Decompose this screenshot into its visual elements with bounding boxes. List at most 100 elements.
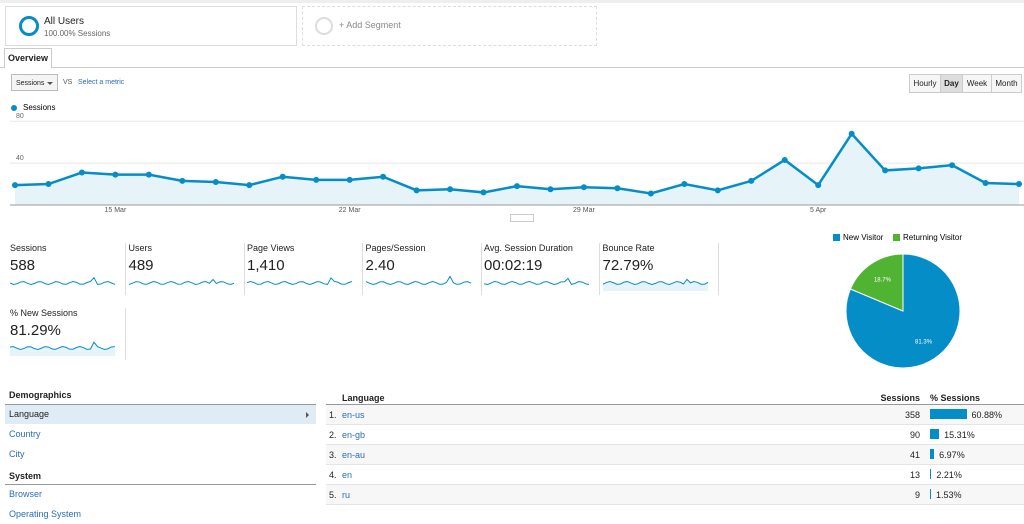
segment-icon	[315, 17, 333, 35]
pie-slice	[849, 253, 904, 312]
nav-item[interactable]: Country	[9, 429, 41, 439]
point	[681, 181, 688, 188]
metric-value: 81.29%	[10, 322, 61, 339]
point	[714, 187, 721, 194]
language[interactable]: en	[342, 470, 353, 480]
point	[647, 190, 654, 197]
legend-swatch	[893, 234, 900, 241]
period-button[interactable]: Hourly	[909, 74, 941, 93]
nav-item[interactable]: Browser	[9, 489, 43, 499]
metric-label: Users	[128, 243, 153, 253]
metric-label: Sessions	[16, 80, 45, 87]
point	[413, 187, 420, 194]
point	[781, 156, 788, 163]
sparkline-line	[247, 277, 353, 286]
sparkline	[10, 341, 116, 356]
y-tick-label: 40	[16, 155, 24, 162]
period-button[interactable]: Day	[940, 74, 963, 93]
area	[15, 133, 1019, 205]
point	[45, 181, 52, 188]
point	[949, 162, 956, 169]
nav-item[interactable]: Language	[5, 405, 316, 424]
sparkline	[247, 277, 353, 286]
metric-label: Avg. Session Duration	[484, 243, 573, 253]
metric-value: 00:02:19	[484, 257, 543, 274]
row-number: 5.	[329, 490, 337, 500]
sessions: 358	[904, 410, 920, 420]
metric-tile: Avg. Session Duration 00:02:19	[482, 243, 600, 295]
segment-card[interactable]: All Users 100.00% Sessions	[5, 6, 297, 46]
metric-label: % New Sessions	[10, 308, 78, 318]
language[interactable]: en-gb	[342, 430, 366, 440]
y-tick-label: 80	[16, 113, 24, 120]
metric-value: 2.40	[365, 257, 395, 274]
row-number: 3.	[329, 450, 337, 460]
period-button[interactable]: Week	[962, 74, 992, 93]
point	[313, 176, 320, 183]
column-header: % Sessions	[930, 393, 981, 403]
table-row: 1. en-us 358 60.88%	[326, 405, 1024, 425]
metric-value: 588	[10, 257, 36, 274]
point	[447, 186, 454, 193]
percent: 1.53%	[936, 490, 962, 500]
point	[279, 173, 286, 180]
sessions: 41	[909, 450, 920, 460]
x-tick-label: 29 Mar	[573, 207, 595, 214]
point	[614, 185, 621, 192]
sparkline-line	[10, 276, 116, 286]
chart-handle[interactable]	[510, 214, 534, 222]
tab[interactable]: Overview	[4, 48, 52, 68]
sparkline-line	[484, 277, 590, 286]
legend-label: Returning Visitor	[903, 233, 962, 242]
point	[1016, 181, 1022, 188]
sessions: 9	[914, 490, 920, 500]
language[interactable]: en-au	[342, 450, 366, 460]
sessions: 90	[909, 430, 920, 440]
legend-label: New Visitor	[843, 233, 884, 242]
section-title: Demographics	[5, 390, 316, 405]
slice-label: 81.3%	[915, 339, 933, 345]
period-buttons: Hourly Day Week Month	[909, 74, 1022, 93]
period-button[interactable]: Month	[991, 74, 1022, 93]
sparkline	[10, 276, 116, 286]
legend-swatch	[833, 234, 840, 241]
nav-item[interactable]: City	[9, 449, 25, 459]
metric-dropdown[interactable]: Sessions	[11, 74, 58, 91]
point	[480, 189, 487, 196]
top-strip	[0, 0, 1024, 3]
metric-label: Bounce Rate	[602, 243, 655, 253]
sparkline	[128, 278, 234, 286]
metric-value: 489	[128, 257, 154, 274]
metric-tile: Sessions 588	[8, 243, 126, 295]
point	[12, 182, 18, 189]
row-number: 1.	[329, 410, 337, 420]
metric-tile: Users 489	[127, 243, 245, 295]
arrow	[306, 412, 312, 418]
add-segment[interactable]: + Add Segment	[302, 6, 597, 46]
table-header: Language Sessions % Sessions	[326, 389, 1024, 405]
point	[748, 177, 755, 184]
point	[380, 173, 387, 180]
select-metric[interactable]: Select a metric	[78, 79, 125, 86]
sparkline-line	[365, 275, 471, 286]
nav-item[interactable]: Operating System	[9, 509, 82, 519]
metric-label: Pages/Session	[365, 243, 426, 253]
point	[112, 171, 119, 178]
metric-tile: Pages/Session 2.40	[364, 243, 482, 295]
point	[145, 171, 152, 178]
sparkline-line	[602, 278, 708, 286]
sparkline-area	[602, 279, 708, 291]
point	[848, 130, 855, 137]
point	[78, 169, 85, 176]
language[interactable]: ru	[342, 490, 351, 500]
sparkline-area	[10, 342, 115, 356]
point	[915, 165, 922, 172]
column-header: Sessions	[880, 393, 920, 403]
point	[212, 178, 219, 185]
point	[346, 176, 353, 183]
x-tick-label: 5 Apr	[810, 207, 827, 214]
language[interactable]: en-us	[342, 410, 365, 420]
percent: 6.97%	[939, 450, 965, 460]
sparkline-line	[128, 278, 234, 286]
